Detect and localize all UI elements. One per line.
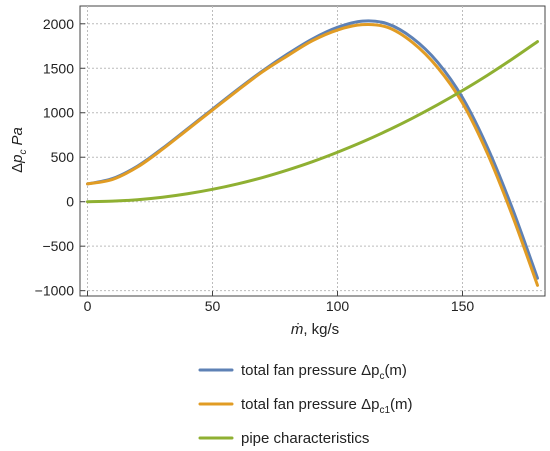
legend-label-main-2: pipe characteristics: [241, 430, 369, 447]
y-axis-sub: c: [18, 149, 29, 154]
y-axis-delta: Δ: [9, 163, 26, 173]
x-tick-label-3: 150: [451, 298, 475, 314]
y-tick-label-5: 1500: [43, 60, 74, 76]
y-axis-unit: Pa: [9, 127, 26, 145]
y-tick-label-1: −500: [42, 238, 74, 254]
y-axis: −1000 −500 0 500 1000 1500 2000: [35, 16, 85, 299]
y-axis-symbol: p: [9, 154, 26, 163]
legend-label-sub-0: c: [379, 371, 384, 382]
x-axis-symbol: ṁ: [291, 321, 304, 338]
x-tick-label-0: 0: [84, 298, 92, 314]
legend-label-2: pipe characteristics: [241, 430, 369, 447]
y-tick-label-6: 2000: [43, 16, 74, 32]
y-tick-label-2: 0: [66, 194, 74, 210]
legend-label-1: total fan pressure Δpc1(m): [241, 396, 413, 416]
x-axis: 0 50 100 150: [84, 291, 475, 314]
legend: total fan pressure Δpc(m)total fan press…: [198, 362, 413, 447]
legend-label-main-0: total fan pressure Δp: [241, 362, 379, 379]
x-axis-unit: , kg/s: [303, 321, 339, 338]
y-tick-label-3: 500: [51, 149, 75, 165]
plot-area: [79, 5, 546, 297]
y-tick-label-4: 1000: [43, 105, 74, 121]
series-layer: [86, 19, 539, 287]
legend-label-0: total fan pressure Δpc(m): [241, 362, 407, 382]
legend-label-sub-1: c1: [379, 405, 390, 416]
series-line-1: [86, 22, 539, 287]
grid: [80, 6, 545, 296]
y-tick-label-0: −1000: [35, 283, 75, 299]
y-axis-title: Δpc Pa: [9, 127, 29, 173]
x-tick-label-2: 100: [326, 298, 350, 314]
x-tick-label-1: 50: [205, 298, 221, 314]
legend-label-tail-0: (m): [384, 362, 407, 379]
legend-label-tail-1: (m): [390, 396, 413, 413]
legend-label-main-1: total fan pressure Δp: [241, 396, 379, 413]
series-line-2: [86, 40, 539, 204]
x-axis-title: ṁ, kg/s: [291, 321, 339, 338]
